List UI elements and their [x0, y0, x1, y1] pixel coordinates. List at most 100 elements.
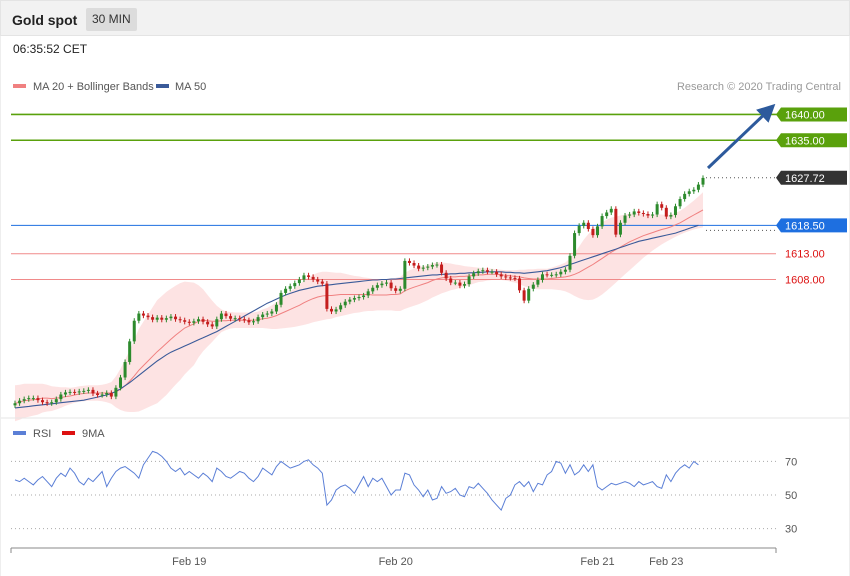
candle: [293, 280, 297, 289]
candle-body: [513, 277, 517, 279]
candle-body: [692, 189, 696, 192]
bollinger-band-fill: [15, 192, 703, 422]
candle-body: [86, 389, 90, 391]
candle-body: [105, 392, 109, 395]
candle: [426, 264, 430, 271]
candle: [348, 297, 352, 305]
candle: [201, 316, 205, 325]
candle: [449, 275, 453, 286]
candle: [577, 223, 581, 236]
candle-body: [137, 313, 141, 321]
candle: [407, 258, 411, 266]
candle-body: [407, 260, 411, 263]
candle-body: [91, 389, 95, 394]
level-tag-1635-00: [776, 133, 847, 148]
candle-body: [637, 211, 641, 213]
candle-body: [297, 279, 301, 284]
candle: [362, 292, 366, 300]
candle-body: [151, 317, 155, 320]
candle: [82, 388, 86, 394]
legend-label-ma20: MA 20 + Bollinger Bands: [33, 81, 154, 93]
candle-body: [568, 255, 572, 270]
candle-body: [187, 321, 191, 323]
candle: [504, 273, 508, 281]
candle: [109, 390, 113, 400]
legend-label-rsi: RSI: [33, 428, 51, 440]
candlesticks: [13, 175, 705, 408]
candle-body: [242, 319, 246, 321]
candle: [485, 267, 489, 275]
timeframe-badge[interactable]: 30 MIN: [86, 8, 137, 31]
candle: [683, 191, 687, 202]
candle-body: [123, 362, 127, 378]
candle: [481, 267, 485, 274]
candle-body: [96, 393, 100, 396]
candle: [192, 318, 196, 326]
candle: [36, 395, 40, 403]
candle-body: [536, 280, 540, 285]
level-labels: 1640.00 1635.00 1627.72 1618.50 1613.00 1608.…: [776, 107, 847, 286]
candle-body: [586, 222, 590, 229]
candle: [68, 389, 72, 396]
candle: [385, 280, 389, 287]
candle-body: [261, 314, 265, 318]
candle: [440, 261, 444, 276]
candle-body: [31, 398, 35, 400]
candle: [114, 385, 118, 400]
candle-body: [596, 226, 600, 236]
candle: [605, 209, 609, 219]
candle: [118, 374, 122, 391]
candle-body: [325, 283, 329, 309]
candle-body: [59, 394, 63, 400]
candle-body: [375, 285, 379, 288]
candle: [467, 273, 471, 287]
level-label-1640-00: 1640.00: [785, 109, 825, 121]
candle-body: [490, 271, 494, 273]
candle: [352, 295, 356, 303]
candle-body: [357, 297, 361, 299]
candle-body: [63, 392, 67, 395]
candle-body: [229, 316, 233, 319]
candle-body: [348, 299, 352, 302]
candle: [27, 395, 31, 402]
candle-body: [50, 402, 54, 404]
candle-body: [36, 398, 40, 401]
candle: [701, 175, 705, 188]
candle-body: [41, 400, 45, 403]
candle-body: [669, 215, 673, 217]
candle-body: [476, 271, 480, 274]
candle: [187, 319, 191, 326]
candle: [573, 230, 577, 259]
candle-body: [201, 319, 205, 322]
candle-body: [343, 301, 347, 306]
candle: [430, 262, 434, 270]
candle-body: [82, 390, 86, 392]
candle: [669, 212, 673, 220]
candle-body: [504, 276, 508, 278]
candle: [343, 299, 347, 308]
candle: [105, 390, 109, 398]
candle: [366, 288, 370, 299]
candle: [91, 387, 95, 397]
level-tag-1627-72: [776, 170, 847, 185]
candle: [178, 316, 182, 323]
candle: [389, 280, 393, 291]
rsi-line: [14, 450, 699, 512]
candle: [320, 278, 324, 287]
candle-body: [307, 275, 311, 277]
candle: [329, 306, 333, 315]
legend-swatch-ma50: [156, 84, 169, 88]
candle: [31, 395, 35, 401]
candle: [169, 314, 173, 321]
candle: [77, 388, 81, 396]
candle-body: [394, 288, 398, 291]
candle: [637, 208, 641, 216]
candle-body: [444, 272, 448, 279]
candle: [219, 310, 223, 322]
candle: [210, 321, 214, 330]
candle-body: [68, 391, 72, 393]
candle: [45, 399, 49, 406]
candle-body: [329, 308, 333, 312]
candle-body: [118, 377, 122, 388]
